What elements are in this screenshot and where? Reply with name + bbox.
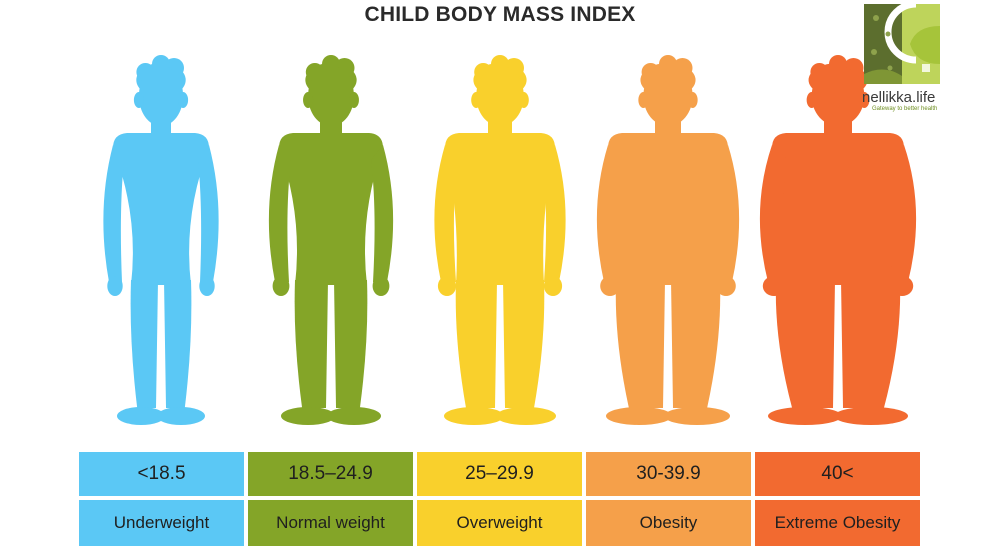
head: [308, 66, 354, 126]
ear: [859, 92, 870, 108]
bmi-range-cell: 40<: [755, 452, 920, 496]
right-foot: [496, 407, 556, 425]
right-hand: [372, 276, 390, 296]
bmi-category-cell: Extreme Obesity: [755, 500, 920, 546]
logo-mark: [864, 4, 940, 84]
ear: [133, 92, 144, 108]
child-silhouette: [596, 55, 740, 425]
ear: [303, 92, 314, 108]
left-leg: [294, 280, 328, 408]
right-hand: [716, 276, 736, 296]
left-leg: [775, 280, 835, 408]
left-hand: [272, 276, 290, 296]
ear: [638, 92, 649, 108]
ear: [178, 92, 189, 108]
neck: [655, 118, 681, 136]
bmi-range-cell: <18.5: [79, 452, 244, 496]
left-hand: [600, 276, 620, 296]
neck: [824, 118, 852, 136]
page-title: CHILD BODY MASS INDEX: [364, 3, 636, 26]
left-arm: [596, 145, 622, 282]
left-foot: [281, 407, 335, 425]
body-figures: [103, 55, 917, 425]
logo-name: nellikka.life: [862, 89, 936, 106]
left-leg: [615, 280, 665, 408]
left-arm: [103, 145, 124, 282]
bmi-category-cell: Obesity: [586, 500, 751, 546]
ear: [471, 92, 482, 108]
left-arm: [268, 145, 291, 282]
ear: [806, 92, 817, 108]
right-arm: [371, 145, 394, 282]
ear: [687, 92, 698, 108]
bmi-category-label: Obesity: [639, 513, 698, 532]
logo-tagline: Gateway to better health: [872, 106, 938, 112]
head: [138, 66, 184, 126]
right-leg: [503, 280, 545, 408]
left-hand: [437, 276, 457, 296]
right-arm: [888, 145, 917, 282]
right-foot: [327, 407, 381, 425]
left-foot: [117, 407, 165, 425]
bmi-range-cell: 25–29.9: [417, 452, 582, 496]
neck: [151, 118, 171, 136]
bmi-category-label: Overweight: [456, 513, 543, 532]
bmi-range-cell: 30-39.9: [586, 452, 751, 496]
right-leg: [164, 280, 192, 408]
head: [476, 66, 524, 126]
bmi-category-label: Normal weight: [276, 513, 385, 532]
bmi-category-label: Underweight: [113, 513, 210, 532]
ear: [518, 92, 529, 108]
bmi-category-cell: Normal weight: [248, 500, 413, 546]
head: [643, 66, 693, 126]
bmi-category-label: Extreme Obesity: [774, 513, 901, 532]
left-leg: [130, 280, 158, 408]
left-arm: [759, 145, 788, 282]
bmi-range-label: 30-39.9: [636, 463, 701, 484]
torso: [608, 133, 728, 285]
head: [811, 66, 865, 126]
bmi-category-cell: Underweight: [79, 500, 244, 546]
left-foot: [768, 407, 842, 425]
left-foot: [606, 407, 672, 425]
bmi-range-label: 18.5–24.9: [288, 463, 373, 484]
left-arm: [434, 145, 458, 282]
torso: [113, 133, 209, 285]
brand-logo: nellikka.life Gateway to better health: [862, 4, 942, 114]
right-arm: [714, 145, 740, 282]
bmi-range-label: 40<: [821, 463, 854, 484]
torso: [445, 133, 555, 285]
right-leg: [671, 280, 721, 408]
child-silhouette: [759, 55, 917, 425]
ear: [348, 92, 359, 108]
child-silhouette: [434, 55, 566, 425]
right-foot: [664, 407, 730, 425]
right-arm: [198, 145, 219, 282]
bmi-range-label: 25–29.9: [465, 463, 534, 484]
right-leg: [334, 280, 368, 408]
torso: [772, 133, 904, 285]
bmi-range-label: <18.5: [137, 463, 186, 484]
left-foot: [444, 407, 504, 425]
right-hand: [199, 276, 215, 296]
right-leg: [841, 280, 901, 408]
torso: [279, 133, 383, 285]
neck: [488, 118, 512, 136]
neck: [320, 118, 342, 136]
child-silhouette: [268, 55, 394, 425]
right-hand: [543, 276, 563, 296]
left-hand: [107, 276, 123, 296]
right-arm: [542, 145, 566, 282]
bmi-range-cell: 18.5–24.9: [248, 452, 413, 496]
bmi-category-cell: Overweight: [417, 500, 582, 546]
child-silhouette: [103, 55, 219, 425]
right-foot: [157, 407, 205, 425]
left-leg: [455, 280, 497, 408]
right-foot: [834, 407, 908, 425]
